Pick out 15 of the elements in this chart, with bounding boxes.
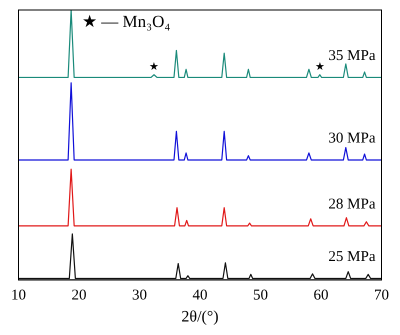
x-tick-label: 20 [72,288,86,304]
annotation: ★ [149,61,160,74]
annotation: ★ [314,61,325,74]
x-tick-label: 10 [11,288,26,304]
x-tick-label: 50 [253,288,268,304]
series-label: 25 MPa [328,248,376,265]
x-tick-label: 40 [192,288,208,304]
series-label: 30 MPa [328,130,376,146]
series-label: 35 MPa [328,48,376,64]
x-tick-label: 70 [374,288,389,304]
x-tick-label: 60 [314,288,328,304]
annotation: ★ — Mn₃O₄ [82,12,170,31]
x-axis-title: 2θ/(°) [181,308,219,326]
x-tick-label: 30 [132,288,147,304]
series-label: 28 MPa [328,196,376,212]
